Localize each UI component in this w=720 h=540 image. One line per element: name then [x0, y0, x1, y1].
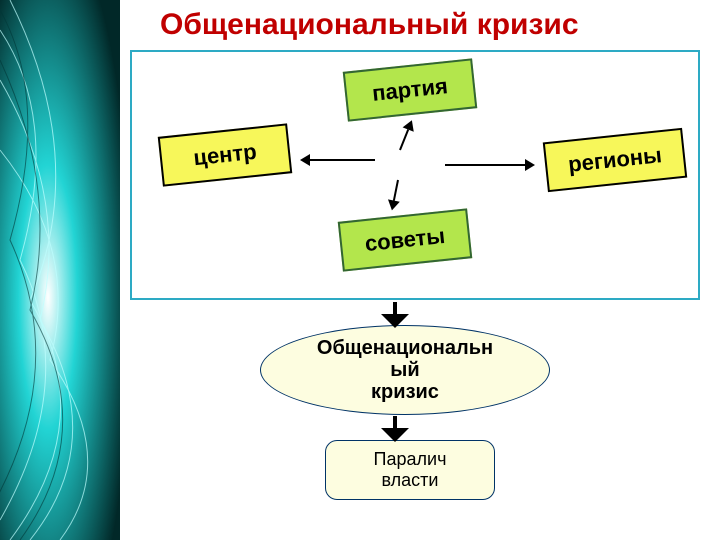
sidebar-decoration: [0, 0, 120, 540]
rounded-paralysis: Параличвласти: [325, 440, 495, 500]
box-party-label: партия: [371, 73, 449, 107]
box-center-label: центр: [192, 139, 258, 171]
slide-title: Общенациональный кризис: [160, 8, 579, 42]
rounded-paralysis-label: Параличвласти: [374, 449, 447, 490]
slide: Общенациональный кризис партия центр рег…: [0, 0, 720, 540]
ellipse-crisis-label: Общенациональныйкризис: [317, 337, 493, 403]
box-regions-label: регионы: [567, 142, 663, 178]
ellipse-crisis: Общенациональныйкризис: [260, 325, 550, 415]
box-soviets-label: советы: [364, 223, 447, 257]
